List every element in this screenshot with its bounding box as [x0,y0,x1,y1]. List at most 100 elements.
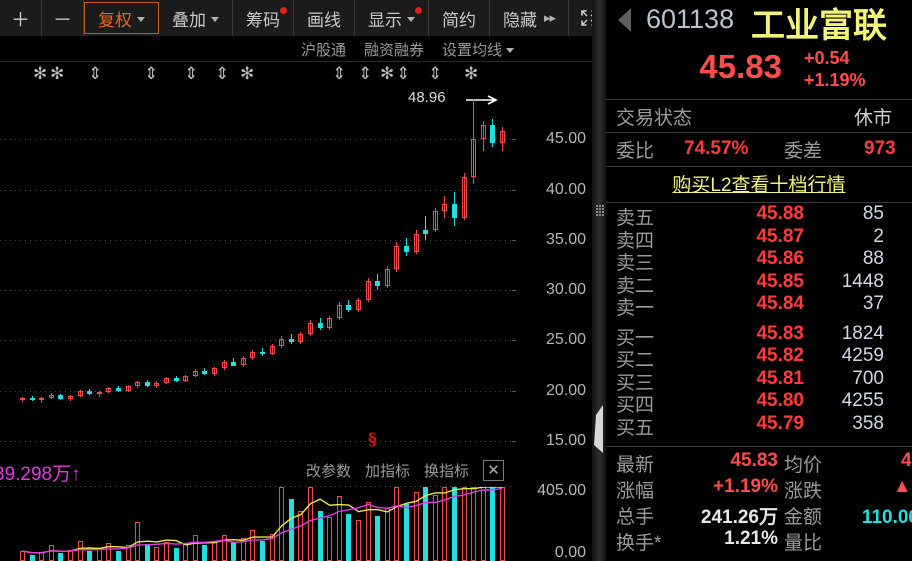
volume-bar [154,546,160,561]
event-marker-icon[interactable]: ✻ [33,64,48,84]
collapse-panel-arrow-icon[interactable] [594,405,604,453]
candlestick [269,89,275,456]
splitter-grip-icon[interactable] [596,205,604,217]
toolbar-chips-label: 筹码 [246,10,281,30]
candle-wick [310,320,311,337]
volume-value: 39.298万 [0,464,72,485]
subtoolbar-set-ma-button[interactable]: 设置均线 [442,39,514,60]
candlestick [231,89,237,456]
double-chevron-right-icon: ▸▸ [544,10,556,25]
candle-wick [434,207,436,232]
buy-order-price: 45.79 [756,412,804,434]
weibi-label: 委比 [616,140,655,162]
chevron-down-icon [407,17,416,22]
candle-body [423,229,429,234]
buy-order-label: 买五 [616,417,655,439]
pane-splitter[interactable] [592,0,606,561]
statistic-value: ▲0.5 [892,476,912,497]
candlestick [202,89,208,456]
candle-wick [502,127,503,152]
price-candlestick-chart[interactable]: 48.96 [0,89,512,456]
event-marker-icon[interactable]: ⇕ [358,64,373,84]
volume-bar [260,540,265,561]
toolbar-overlay-button[interactable]: 叠加 [159,0,234,36]
change-params-button[interactable]: 改参数 [305,463,351,480]
back-arrow-icon[interactable] [618,8,631,32]
event-marker-icon[interactable]: ⇕ [332,64,347,84]
event-marker-icon[interactable]: ✻ [50,64,65,84]
candlestick [116,89,121,456]
toolbar-zoom-in-button[interactable]: ＋ [0,0,43,36]
volume-bar [336,495,342,561]
candlestick [96,89,102,456]
candle-body [432,210,438,230]
buy-order-row[interactable]: 买一 45.83 1824 [606,323,912,349]
section-marker-icon[interactable]: § [368,430,377,450]
sell-order-row[interactable]: 卖四 45.87 2 [606,226,912,252]
event-marker-icon[interactable]: ⇕ [215,64,230,84]
candlestick [39,89,45,456]
buy-order-row[interactable]: 买二 45.82 4259 [606,345,912,371]
candlestick [298,89,304,456]
candlestick [144,89,150,456]
volume-axis-min: 0.00 [554,544,586,561]
event-marker-icon[interactable]: ⇕ [428,64,443,84]
candle-wick [386,265,388,289]
toolbar-chips-button[interactable]: 筹码 [233,0,295,36]
candle-wick [98,390,100,397]
toolbar-display-button[interactable]: 显示 [355,0,430,36]
candlestick [413,89,419,456]
toolbar-zoom-out-button[interactable]: － [42,0,85,36]
candlestick [432,89,438,456]
toolbar-hide-button[interactable]: 隐藏 ▸▸ [490,0,570,36]
volume-bar [58,552,64,561]
candle-body [106,387,112,392]
sell-order-row[interactable]: 卖一 45.84 37 [606,293,912,319]
buy-order-row[interactable]: 买四 45.80 4255 [606,390,912,416]
price-axis-tick-label: 40.00 [545,180,586,198]
toolbar-adjust-button[interactable]: 复权 [84,2,160,34]
event-marker-icon[interactable]: ✻ [380,64,395,84]
event-marker-icon[interactable]: ⇕ [144,64,159,84]
buy-order-row[interactable]: 买三 45.81 700 [606,368,912,394]
candle-wick [415,229,417,254]
switch-indicator-button[interactable]: 换指标 [423,463,469,480]
close-indicator-button[interactable]: ✕ [483,460,504,481]
candle-wick [281,336,283,349]
candle-body [125,385,131,391]
buy-order-price: 45.82 [756,345,804,366]
event-marker-icon[interactable]: ✻ [240,64,255,84]
add-indicator-button[interactable]: 加指标 [364,463,410,480]
event-marker-icon[interactable]: ✻ [464,64,479,84]
toolbar-hide-label: 隐藏 [503,10,538,30]
sell-order-row[interactable]: 卖二 45.85 1448 [606,271,912,297]
candlestick [394,89,400,456]
weicha-value: 973 [864,138,896,159]
toolbar-draw-button[interactable]: 画线 [294,0,356,36]
candlestick [346,89,352,456]
toolbar-simple-button[interactable]: 简约 [429,0,491,36]
candle-wick [108,386,110,393]
weibi-value: 74.57% [684,138,749,159]
subtoolbar-margin-trading-button[interactable]: 融资融券 [363,41,424,59]
subtoolbar-hugutong-button[interactable]: 沪股通 [300,41,346,59]
sell-order-row[interactable]: 卖三 45.86 88 [606,248,912,274]
toolbar-zoom-out-label: － [53,9,73,31]
price-gridline [0,340,512,342]
candlestick [164,89,169,456]
event-marker-icon[interactable]: ⇕ [396,64,411,84]
candle-body [68,395,73,399]
candle-body [202,370,208,374]
candlestick [288,89,294,456]
chevron-down-icon [137,17,146,22]
candlestick [336,89,342,456]
candle-wick [425,215,427,240]
price-change-percent: +1.19% [804,70,866,90]
sell-order-row[interactable]: 卖五 45.88 85 [606,203,912,229]
volume-bar [116,551,121,561]
event-marker-icon[interactable]: ⇕ [88,64,103,84]
buy-order-row[interactable]: 买五 45.79 358 [606,412,912,439]
candle-body [404,245,409,252]
buy-l2-link[interactable]: 购买L2查看十档行情 [672,175,846,196]
event-marker-icon[interactable]: ⇕ [184,64,199,84]
